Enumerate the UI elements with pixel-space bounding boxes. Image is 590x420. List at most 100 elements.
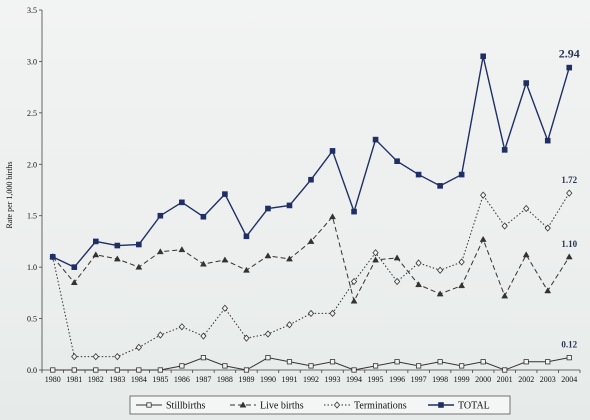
end-label-terminations: 1.72 <box>561 175 577 185</box>
terminations-point <box>71 353 78 361</box>
total-point <box>501 147 508 153</box>
legend: Stillbirths Live births Terminations TOTAL <box>129 395 511 415</box>
total-line <box>52 56 570 269</box>
x-tick-label: 2004 <box>561 375 577 384</box>
terminations-point <box>415 259 422 267</box>
x-tick-label: 1993 <box>325 375 341 384</box>
stillbirths-point <box>265 355 271 361</box>
y-ticks: 0.0 0.5 1.0 1.5 2.0 2.5 3.0 3.5 <box>27 6 42 375</box>
terminations-point <box>544 224 551 232</box>
x-tick-label: 1991 <box>281 375 297 384</box>
series-live-births <box>49 213 573 304</box>
legend-marker-terminations <box>333 401 341 409</box>
live-births-point <box>393 254 401 261</box>
y-tick-label: 1.0 <box>27 263 37 272</box>
live-births-point <box>264 252 272 259</box>
terminations-point <box>307 309 315 318</box>
x-tick-label: 1984 <box>131 375 147 384</box>
total-point <box>243 233 250 240</box>
terminations-point <box>286 321 293 329</box>
total-point <box>437 183 443 189</box>
stillbirths-point <box>545 359 551 365</box>
legend-label-total: TOTAL <box>458 401 490 412</box>
stillbirths-point <box>71 367 77 373</box>
stillbirths-point <box>415 363 422 369</box>
stillbirths-point <box>222 363 228 369</box>
live-births-point <box>221 256 229 263</box>
total-point <box>480 53 486 60</box>
x-tick-label: 1996 <box>389 375 405 384</box>
end-label-total: 2.94 <box>559 47 580 61</box>
x-tick-label: 1986 <box>174 375 190 384</box>
terminations-point <box>264 330 272 338</box>
terminations-point <box>243 334 250 342</box>
y-tick-label: 1.5 <box>27 212 37 221</box>
series-stillbirths <box>50 355 572 373</box>
live-births-point <box>286 255 293 262</box>
total-point <box>329 148 336 154</box>
terminations-point <box>157 331 164 339</box>
live-births-line <box>52 215 570 303</box>
total-point <box>286 202 293 209</box>
terminations-point <box>135 343 142 351</box>
terminations-point <box>501 222 508 230</box>
total-point <box>394 158 400 164</box>
total-point <box>136 241 142 248</box>
x-tick-label: 1999 <box>454 375 470 384</box>
live-births-point <box>243 266 250 273</box>
y-tick-label: 2.5 <box>27 109 37 118</box>
terminations-point <box>523 204 530 213</box>
y-tick-label: 3.5 <box>27 6 37 15</box>
stillbirths-point <box>437 359 443 365</box>
y-axis-label: Rate per 1,000 births <box>5 161 14 228</box>
terminations-point <box>92 353 99 361</box>
x-tick-label: 2003 <box>540 375 556 384</box>
total-point <box>351 208 357 215</box>
legend-label-stillbirths: Stillbirths <box>166 401 206 412</box>
live-births-point <box>372 256 379 263</box>
live-births-point <box>501 292 509 299</box>
end-label-live-births: 1.10 <box>561 239 577 249</box>
stillbirths-point <box>459 363 465 369</box>
terminations-point <box>436 266 444 274</box>
total-point <box>222 191 228 197</box>
total-point <box>157 212 164 219</box>
live-births-point <box>70 279 78 286</box>
end-labels: 2.94 1.72 1.10 0.12 <box>559 47 580 350</box>
x-tick-label: 2000 <box>475 375 491 384</box>
live-births-point <box>199 260 207 267</box>
total-point <box>523 80 530 86</box>
total-point <box>566 64 573 71</box>
live-births-point <box>178 246 186 253</box>
x-tick-label: 1992 <box>303 375 319 384</box>
y-tick-label: 0.5 <box>27 315 37 324</box>
legend-marker-total <box>438 402 444 408</box>
stillbirths-point <box>200 355 206 361</box>
total-point <box>415 171 422 178</box>
x-tick-label: 1988 <box>217 375 233 384</box>
live-births-point <box>156 248 164 255</box>
total-point <box>114 242 121 249</box>
stillbirths-point <box>566 355 572 361</box>
x-tick-label: 1989 <box>238 375 254 384</box>
live-births-point <box>135 263 143 270</box>
terminations-line <box>52 192 570 358</box>
legend-label-terminations: Terminations <box>354 401 407 412</box>
x-ticks: 1980 1981 1982 1983 1984 1985 1986 1987 1988 1989… <box>41 370 581 384</box>
x-tick-label: 1987 <box>195 375 211 384</box>
legend-label-live-births: Live births <box>260 401 304 412</box>
series-group <box>49 53 573 373</box>
terminations-point <box>566 189 573 197</box>
stillbirths-point <box>179 363 185 369</box>
terminations-point <box>178 323 186 331</box>
legend-marker-stillbirths <box>146 402 152 408</box>
live-births-point <box>307 237 315 244</box>
x-tick-label: 1982 <box>88 375 104 384</box>
terminations-point <box>200 332 207 340</box>
terminations-point <box>350 277 358 286</box>
x-tick-label: 2001 <box>497 375 513 384</box>
stillbirths-point <box>502 367 508 373</box>
live-births-point <box>350 297 358 304</box>
total-point <box>265 205 271 212</box>
